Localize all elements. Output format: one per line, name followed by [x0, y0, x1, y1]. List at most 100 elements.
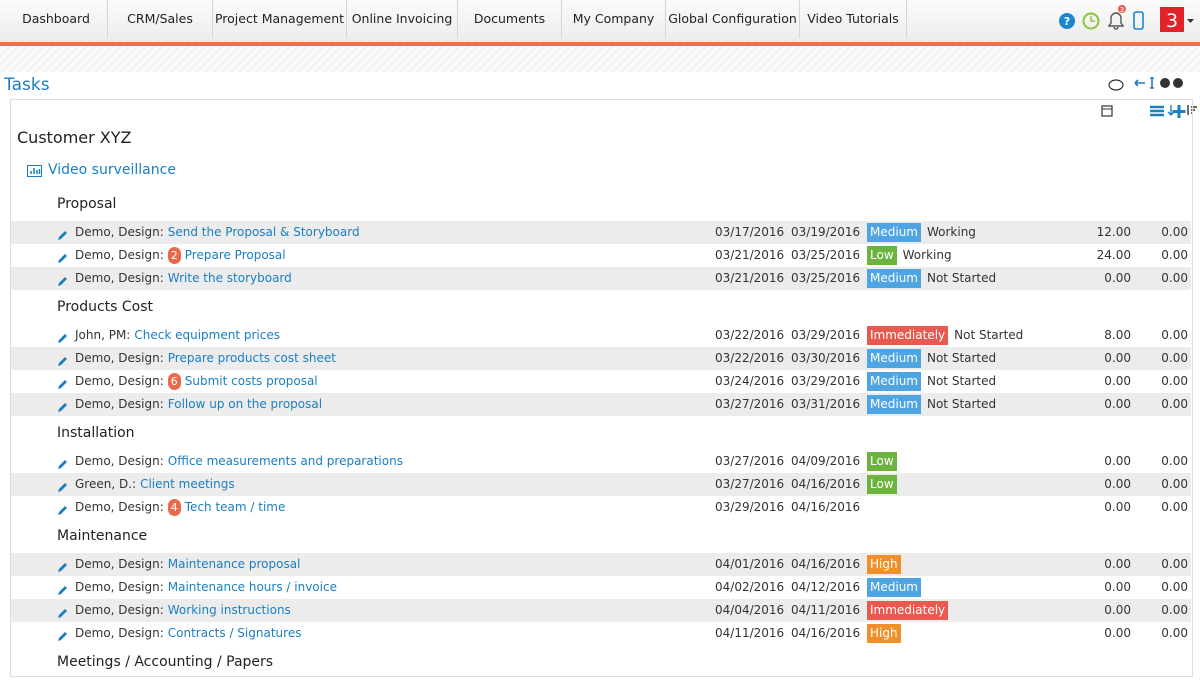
nav-item[interactable]: Online Invoicing	[347, 0, 458, 38]
edit-icon[interactable]	[57, 504, 69, 516]
task-name[interactable]: Prepare products cost sheet	[167, 351, 336, 365]
extra: 0.00	[1161, 477, 1188, 491]
nav-item[interactable]: Video Tutorials	[800, 0, 907, 38]
edit[interactable]	[57, 226, 69, 249]
priority-status: Low	[867, 450, 897, 471]
status: Not Started	[926, 374, 997, 388]
group-title: Products Cost	[57, 299, 154, 315]
edit[interactable]	[57, 455, 69, 478]
edit[interactable]	[57, 627, 69, 650]
edit-icon[interactable]	[57, 607, 69, 619]
extra: 0.00	[1161, 248, 1188, 262]
bell-icon[interactable]	[1107, 12, 1125, 30]
task-label: Demo, Design: Prepare products cost sheet	[75, 347, 336, 370]
priority-status: Low Working	[867, 244, 952, 267]
task-name[interactable]: Write the storyboard	[167, 271, 292, 285]
nav-item[interactable]: CRM/Sales	[108, 0, 213, 38]
edit-icon[interactable]	[57, 332, 69, 344]
edit-icon[interactable]	[57, 355, 69, 367]
start-date: 04/04/2016	[715, 603, 785, 617]
task-name[interactable]: Contracts / Signatures	[167, 626, 302, 640]
edit[interactable]	[57, 604, 69, 627]
edit[interactable]	[57, 352, 69, 375]
nav-item[interactable]: Project Management	[213, 0, 347, 38]
edit-icon[interactable]	[57, 252, 69, 264]
extra: 0.00	[1161, 397, 1188, 411]
edit[interactable]	[57, 375, 69, 398]
logo[interactable]	[1160, 7, 1184, 32]
task-label: Demo, Design: Maintenance proposal	[75, 553, 300, 576]
edit[interactable]	[57, 478, 69, 501]
list-icon[interactable]	[1150, 105, 1164, 117]
edit-icon[interactable]	[57, 630, 69, 642]
expand-all-icon[interactable]	[1173, 78, 1183, 88]
nav-item[interactable]: Global Configuration	[666, 0, 800, 38]
end-date: 03/29/2016	[791, 374, 861, 388]
comment-badge: 2	[167, 247, 181, 264]
project-name[interactable]: Video surveillance	[48, 162, 176, 178]
status: Not Started	[926, 271, 997, 285]
clock-icon[interactable]	[1082, 12, 1100, 30]
status: Working	[926, 225, 976, 239]
task-name[interactable]: Send the Proposal & Storyboard	[167, 225, 360, 239]
task-name[interactable]: Prepare Proposal	[184, 248, 286, 262]
start-date: 03/21/2016	[715, 248, 785, 262]
task-name[interactable]: Submit costs proposal	[184, 374, 318, 388]
extra: 0.00	[1161, 580, 1188, 594]
task-name[interactable]: Maintenance proposal	[167, 557, 301, 571]
mobile-icon[interactable]	[1133, 11, 1144, 30]
end-date: 03/19/2016	[791, 225, 861, 239]
task-name[interactable]: Working instructions	[167, 603, 291, 617]
edit[interactable]	[57, 501, 69, 524]
nav-item[interactable]: Documents	[458, 0, 562, 38]
sort-desc-icon[interactable]	[1187, 105, 1197, 115]
edit[interactable]	[57, 398, 69, 421]
task-label: Demo, Design: Working instructions	[75, 599, 291, 622]
start-date: 03/22/2016	[715, 351, 785, 365]
collapse-icon[interactable]	[1160, 78, 1170, 88]
task-name[interactable]: Check equipment prices	[134, 328, 280, 342]
nav-item[interactable]: Dashboard	[5, 0, 108, 38]
calendar-icon[interactable]	[1101, 105, 1113, 117]
task-name[interactable]: Client meetings	[140, 477, 235, 491]
start-date: 03/17/2016	[715, 225, 785, 239]
priority: Medium	[867, 349, 921, 368]
end-date: 03/29/2016	[791, 328, 861, 342]
edit-icon[interactable]	[57, 378, 69, 390]
extra: 0.00	[1161, 626, 1188, 640]
task-name[interactable]: Maintenance hours / invoice	[167, 580, 337, 594]
edit-icon[interactable]	[57, 229, 69, 241]
task-name[interactable]: Tech team / time	[184, 500, 286, 514]
edit-icon[interactable]	[57, 458, 69, 470]
priority-status: High	[867, 553, 901, 574]
edit[interactable]	[57, 272, 69, 295]
edit-icon[interactable]	[57, 481, 69, 493]
edit[interactable]	[57, 558, 69, 581]
task-label: Green, D.: Client meetings	[75, 473, 235, 496]
task-name[interactable]: Follow up on the proposal	[167, 397, 323, 411]
assignee: Demo, Design:	[75, 225, 164, 239]
edit[interactable]	[57, 249, 69, 272]
hours: 0.00	[1104, 271, 1131, 285]
edit-icon[interactable]	[57, 584, 69, 596]
task-row: John, PM: Check equipment prices 03/22/201…	[11, 324, 1191, 347]
task-label: Demo, Design: 2 Prepare Proposal	[75, 244, 286, 267]
assignee: Demo, Design:	[75, 374, 164, 388]
add-icon[interactable]	[1172, 105, 1186, 118]
task-name[interactable]: Office measurements and preparations	[167, 454, 403, 468]
task-row: Demo, Design: Office measurements and pre…	[11, 450, 1191, 473]
nav-item[interactable]: My Company	[562, 0, 666, 38]
edit[interactable]	[57, 329, 69, 352]
task-label: Demo, Design: 4 Tech team / time	[75, 496, 285, 519]
edit-icon[interactable]	[57, 401, 69, 413]
priority: Low	[867, 475, 897, 494]
help-icon[interactable]	[1059, 13, 1075, 29]
page-title: Tasks	[4, 75, 50, 95]
edit-icon[interactable]	[57, 275, 69, 287]
expand-icon[interactable]	[1134, 77, 1154, 89]
hours: 0.00	[1104, 454, 1131, 468]
extra: 0.00	[1161, 603, 1188, 617]
edit-icon[interactable]	[57, 561, 69, 573]
comment-icon[interactable]	[1108, 79, 1124, 91]
edit[interactable]	[57, 581, 69, 604]
